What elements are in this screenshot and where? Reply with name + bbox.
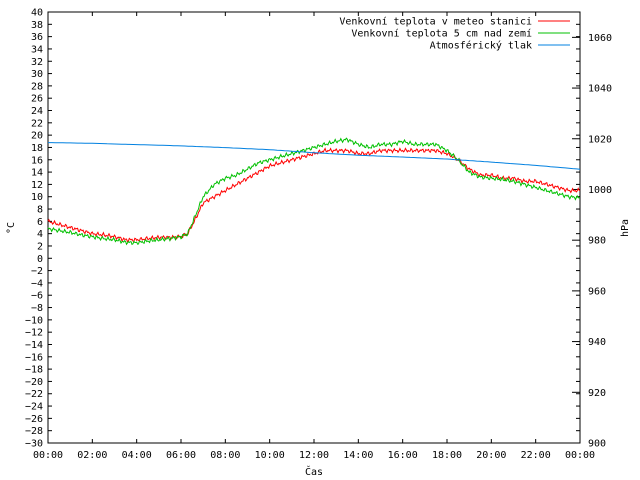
x-tick-label: 12:00 <box>299 450 329 461</box>
x-tick-label: 08:00 <box>210 450 240 461</box>
x-tick-label: 18:00 <box>432 450 462 461</box>
y2-tick-label: 940 <box>588 337 606 348</box>
y-tick-label: −6 <box>31 291 43 302</box>
y2-tick-label: 920 <box>588 388 606 399</box>
y-axis-ticks: −30−28−26−24−22−20−18−16−14−12−10−8−6−4−… <box>25 8 580 450</box>
y-tick-label: 6 <box>37 217 43 228</box>
y2-tick-label: 980 <box>588 236 606 247</box>
legend: Venkovní teplota v meteo staniciVenkovní… <box>339 16 570 52</box>
y-tick-label: −14 <box>25 340 43 351</box>
y-tick-label: −20 <box>25 377 43 388</box>
y-tick-label: 28 <box>31 81 43 92</box>
x-tick-label: 04:00 <box>122 450 152 461</box>
y-tick-label: −30 <box>25 439 43 450</box>
x-tick-label: 02:00 <box>77 450 107 461</box>
y2-axis-label: hPa <box>620 219 631 237</box>
y-tick-label: −8 <box>31 303 43 314</box>
y-tick-label: 22 <box>31 118 43 129</box>
y2-tick-label: 1000 <box>588 185 612 196</box>
y-tick-label: −12 <box>25 328 43 339</box>
y-tick-label: −4 <box>31 278 43 289</box>
y2-tick-label: 1060 <box>588 33 612 44</box>
y-tick-label: −28 <box>25 426 43 437</box>
y-tick-label: 10 <box>31 192 43 203</box>
y-tick-label: 4 <box>37 229 43 240</box>
y-tick-label: 0 <box>37 254 43 265</box>
legend-label: Atmosférický tlak <box>430 40 532 52</box>
y-tick-label: −2 <box>31 266 43 277</box>
y-tick-label: 24 <box>31 106 43 117</box>
y2-tick-label: 900 <box>588 439 606 450</box>
x-axis-ticks: 00:00 02:00 04:00 06:00 08:00 10:00 12:00 14:00… <box>33 12 595 461</box>
y-tick-label: 38 <box>31 20 43 31</box>
y-tick-label: 34 <box>31 44 43 55</box>
x-tick-label: 06:00 <box>166 450 196 461</box>
y-tick-label: 26 <box>31 94 43 105</box>
y-tick-label: −24 <box>25 402 43 413</box>
x-tick-label: 14:00 <box>343 450 373 461</box>
y-tick-label: 8 <box>37 205 43 216</box>
y-tick-label: −22 <box>25 389 43 400</box>
y-tick-label: 30 <box>31 69 43 80</box>
y-tick-label: 36 <box>31 32 43 43</box>
x-tick-label: 00:00 <box>33 450 63 461</box>
y-tick-label: 14 <box>31 168 43 179</box>
y-tick-label: 16 <box>31 155 43 166</box>
series-lines <box>47 137 581 246</box>
y2-tick-label: 960 <box>588 286 606 297</box>
legend-label: Venkovní teplota 5 cm nad zemí <box>351 28 532 40</box>
x-tick-label: 10:00 <box>255 450 285 461</box>
x-tick-label: 22:00 <box>521 450 551 461</box>
series-line-3 <box>48 142 581 170</box>
x-tick-label: 00:00 <box>565 450 595 461</box>
x-axis-label: Čas <box>305 465 323 478</box>
y2-tick-label: 1020 <box>588 134 612 145</box>
y-tick-label: −16 <box>25 352 43 363</box>
y-tick-label: 18 <box>31 143 43 154</box>
y2-axis-ticks: 900 920 940 960 980 1000 1020 1040 1060 <box>572 33 612 450</box>
y-tick-label: 20 <box>31 131 43 142</box>
x-tick-label: 20:00 <box>476 450 506 461</box>
plot-frame <box>47 11 581 444</box>
series-line-1 <box>47 147 581 243</box>
y-tick-label: 12 <box>31 180 43 191</box>
y-tick-label: 40 <box>31 8 43 19</box>
legend-label: Venkovní teplota v meteo stanici <box>339 16 532 28</box>
y-tick-label: −26 <box>25 414 43 425</box>
y2-tick-label: 1040 <box>588 84 612 95</box>
y-tick-label: 2 <box>37 241 43 252</box>
y-tick-label: −10 <box>25 315 43 326</box>
y-tick-label: 32 <box>31 57 43 68</box>
x-tick-label: 16:00 <box>388 450 418 461</box>
y-tick-label: −18 <box>25 365 43 376</box>
y-axis-label: °C <box>6 222 17 234</box>
series-line-2 <box>47 137 580 246</box>
